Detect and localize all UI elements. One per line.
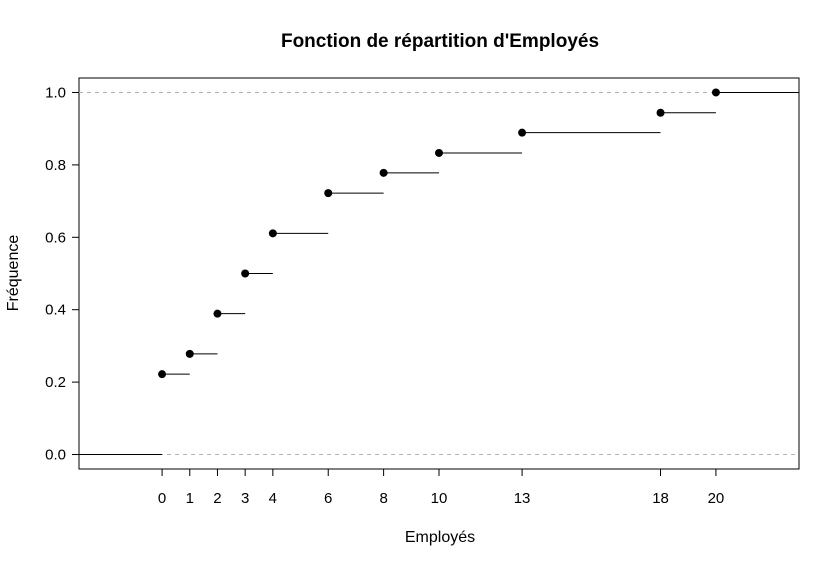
data-point [185, 349, 194, 358]
y-tick-label: 0.4 [45, 302, 66, 319]
data-point [711, 88, 720, 97]
ecdf-steps [79, 91, 799, 456]
data-point [435, 148, 443, 157]
y-axis-label: Fréquence [5, 235, 22, 312]
x-tick-label: 3 [241, 490, 249, 507]
x-tick-label: 13 [514, 490, 531, 507]
plot-frame [78, 77, 800, 470]
ecdf-points [158, 88, 720, 379]
y-tick-label: 1.0 [45, 84, 66, 101]
data-point [241, 269, 250, 278]
x-tick-label: 8 [379, 490, 387, 507]
data-point [518, 128, 527, 137]
y-tick-label: 0.2 [45, 374, 66, 391]
chart-title: Fonction de répartition d'Employés [281, 31, 599, 52]
x-tick-label: 2 [213, 490, 221, 507]
data-point [324, 189, 333, 198]
y-axis: 0.0 0.2 0.4 0.6 0.8 1.0 [45, 84, 79, 464]
y-tick-label: 0.6 [45, 229, 66, 246]
data-point [158, 370, 167, 379]
data-point [213, 309, 222, 318]
x-axis-label: Employés [405, 529, 475, 546]
x-tick-label: 10 [431, 490, 448, 507]
x-tick-label: 20 [708, 490, 725, 507]
x-tick-label: 0 [158, 490, 166, 507]
y-tick-label: 0.8 [45, 157, 66, 174]
reference-lines [79, 91, 799, 456]
x-axis: 0 1 2 3 4 6 8 10 13 18 20 [158, 469, 724, 507]
x-tick-label: 18 [652, 490, 669, 507]
data-point [268, 229, 277, 238]
x-tick-label: 1 [186, 490, 194, 507]
x-tick-label: 6 [324, 490, 332, 507]
data-point [379, 168, 388, 177]
x-tick-label: 4 [269, 490, 277, 507]
data-point [656, 108, 665, 117]
y-tick-label: 0.0 [45, 447, 66, 464]
